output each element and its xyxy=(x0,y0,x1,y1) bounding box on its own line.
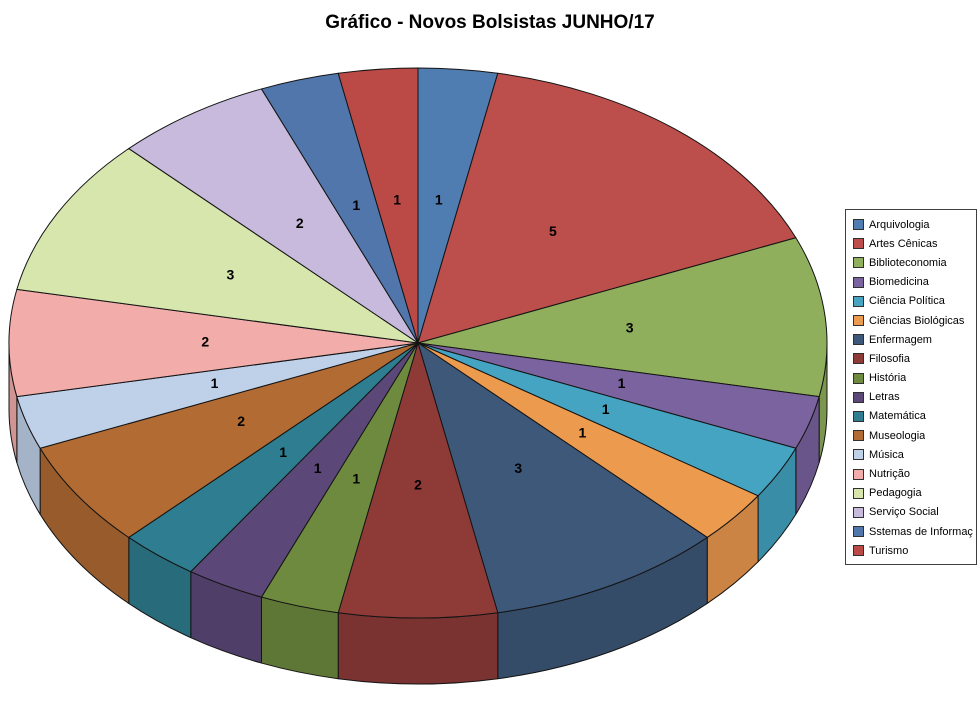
legend-item-historia: História xyxy=(853,369,973,388)
slice-value-label-letras: 1 xyxy=(314,460,322,476)
legend-label: Biblioteconomia xyxy=(869,256,947,269)
legend-swatch-icon xyxy=(853,410,864,422)
legend-label: Música xyxy=(869,448,904,461)
slice-value-label-biomedicina: 1 xyxy=(618,375,626,391)
legend-swatch-icon xyxy=(853,257,864,269)
legend-item-sstemas-de-informacao: Sstemas de Informação xyxy=(853,522,973,541)
slice-value-label-turismo: 1 xyxy=(393,191,401,207)
legend-label: Nutrição xyxy=(869,468,910,481)
legend-swatch-icon xyxy=(853,295,864,307)
legend-label: Enfermagem xyxy=(869,333,932,346)
slice-value-label-musica: 1 xyxy=(211,375,219,391)
legend-label: Serviço Social xyxy=(869,506,939,519)
legend-swatch-icon xyxy=(853,372,864,384)
legend-label: Ciência Política xyxy=(869,295,945,308)
legend-label: Sstemas de Informação xyxy=(869,525,973,538)
slice-value-label-pedagogia: 3 xyxy=(227,266,235,282)
legend-item-servico-social: Serviço Social xyxy=(853,503,973,522)
legend-swatch-icon xyxy=(853,487,864,499)
legend-swatch-icon xyxy=(853,219,864,231)
legend-swatch-icon xyxy=(853,391,864,403)
legend-swatch-icon xyxy=(853,238,864,250)
legend-item-artes-cenicas: Artes Cênicas xyxy=(853,234,973,253)
legend-swatch-icon xyxy=(853,430,864,442)
legend-label: Letras xyxy=(869,391,900,404)
legend-label: Filosofia xyxy=(869,352,910,365)
slice-value-label-matematica: 1 xyxy=(279,444,287,460)
legend-swatch-icon xyxy=(853,526,864,538)
legend-swatch-icon xyxy=(853,468,864,480)
legend: Arquivologia Artes Cênicas Biblioteconomia… xyxy=(845,209,977,566)
legend-item-letras: Letras xyxy=(853,388,973,407)
legend-item-ciencias-biologicas: Ciências Biológicas xyxy=(853,311,973,330)
pie-slice-turismo xyxy=(337,67,419,344)
slice-value-label-nutricao: 2 xyxy=(201,334,209,350)
legend-label: Ciências Biológicas xyxy=(869,314,965,327)
pie-slice-enfermagem xyxy=(417,342,708,614)
pie-slice-pedagogia xyxy=(16,148,419,344)
legend-swatch-icon xyxy=(853,506,864,518)
legend-swatch-icon xyxy=(853,353,864,365)
legend-item-filosofia: Filosofia xyxy=(853,349,973,368)
legend-item-arquivologia: Arquivologia xyxy=(853,215,973,234)
legend-label: Biomedicina xyxy=(869,276,929,289)
chart-title: Gráfico - Novos Bolsistas JUNHO/17 xyxy=(325,12,655,33)
legend-item-enfermagem: Enfermagem xyxy=(853,330,973,349)
slice-value-label-ciencia-politica: 1 xyxy=(602,401,610,417)
legend-item-ciencia-politica: Ciência Política xyxy=(853,292,973,311)
legend-item-turismo: Turismo xyxy=(853,541,973,560)
legend-label: Artes Cênicas xyxy=(869,237,938,250)
slice-value-label-artes-cenicas: 5 xyxy=(549,223,557,239)
legend-swatch-icon xyxy=(853,334,864,346)
legend-item-museologia: Museologia xyxy=(853,426,973,445)
pie-slice-servico-social xyxy=(128,88,419,344)
slice-value-label-enfermagem: 3 xyxy=(514,460,522,476)
pie-slice-artes-cenicas xyxy=(417,72,797,344)
slice-value-label-arquivologia: 1 xyxy=(435,191,443,207)
legend-label: História xyxy=(869,372,907,385)
legend-label: Pedagogia xyxy=(869,487,922,500)
legend-label: Museologia xyxy=(869,429,926,442)
slice-value-label-museologia: 2 xyxy=(237,413,245,429)
legend-label: Turismo xyxy=(869,544,909,557)
legend-swatch-icon xyxy=(853,545,864,557)
legend-swatch-icon xyxy=(853,315,864,327)
legend-label: Matemática xyxy=(869,410,926,423)
slice-value-label-sstemas-de-informacao: 1 xyxy=(352,197,360,213)
slice-value-label-biblioteconomia: 3 xyxy=(626,320,634,336)
legend-item-nutricao: Nutrição xyxy=(853,464,973,483)
pie-slice-filosofia xyxy=(337,342,499,619)
legend-item-biblioteconomia: Biblioteconomia xyxy=(853,253,973,272)
legend-item-biomedicina: Biomedicina xyxy=(853,273,973,292)
pie-slice-nutricao xyxy=(8,288,419,398)
slice-value-label-historia: 1 xyxy=(352,471,360,487)
legend-swatch-icon xyxy=(853,449,864,461)
pie-slice-museologia xyxy=(39,342,419,538)
slice-value-label-filosofia: 2 xyxy=(414,477,422,493)
legend-item-pedagogia: Pedagogia xyxy=(853,484,973,503)
legend-item-musica: Música xyxy=(853,445,973,464)
legend-swatch-icon xyxy=(853,276,864,288)
legend-label: Arquivologia xyxy=(869,218,930,231)
slice-value-label-servico-social: 2 xyxy=(296,215,304,231)
slice-value-label-ciencias-biologicas: 1 xyxy=(579,424,587,440)
legend-item-matematica: Matemática xyxy=(853,407,973,426)
pie-slice-wall-filosofia xyxy=(337,612,499,685)
pie-slice-biblioteconomia xyxy=(417,237,828,398)
